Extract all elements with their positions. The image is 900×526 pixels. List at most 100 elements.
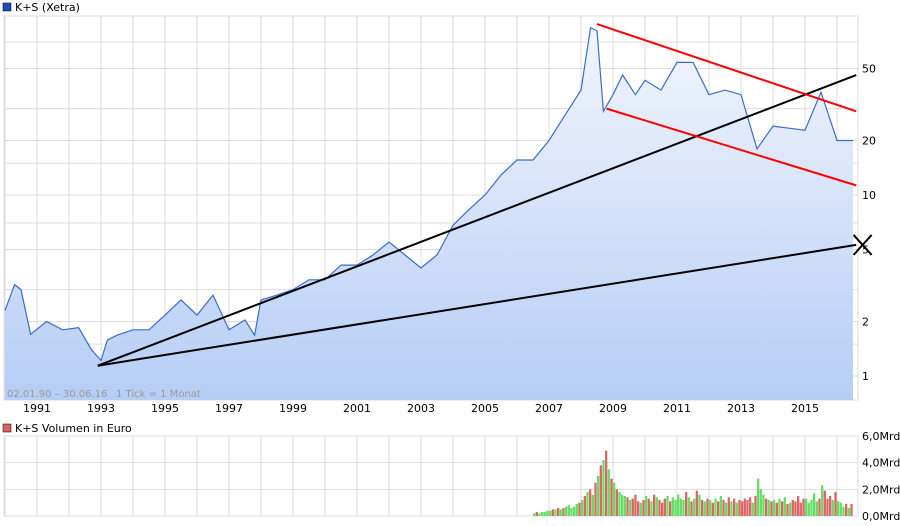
volume-bar xyxy=(655,497,658,516)
volume-bar xyxy=(543,512,546,516)
volume-bar xyxy=(573,506,576,516)
volume-bar xyxy=(669,501,672,516)
volume-bar xyxy=(818,498,821,516)
y-tick-label: 2 xyxy=(862,316,869,329)
volume-bar xyxy=(815,501,818,516)
volume-bar xyxy=(746,500,749,516)
x-tick-label: 1995 xyxy=(151,402,179,415)
volume-bar xyxy=(719,496,722,516)
volume-bar xyxy=(557,508,560,516)
x-tick-label: 2013 xyxy=(727,402,755,415)
trend-line xyxy=(97,243,857,367)
volume-bar xyxy=(642,500,645,516)
volume-bar xyxy=(754,496,757,516)
volume-bar xyxy=(551,509,554,516)
volume-bar xyxy=(535,512,538,516)
volume-bar xyxy=(805,498,808,516)
x-tick-label: 1999 xyxy=(279,402,307,415)
volume-bar xyxy=(682,500,685,516)
volume-bar xyxy=(725,502,728,516)
volume-bar xyxy=(727,497,730,516)
volume-bar xyxy=(554,509,557,516)
volume-bar xyxy=(802,498,805,516)
volume-bar xyxy=(586,492,589,516)
volume-bar xyxy=(741,501,744,516)
volume-bar xyxy=(618,492,621,516)
volume-bar xyxy=(623,496,626,516)
volume-bar xyxy=(663,498,666,516)
volume-bar xyxy=(743,498,746,516)
volume-y-tick-label: 0,0Mrd xyxy=(862,510,900,523)
volume-bar xyxy=(613,482,616,516)
price-legend-swatch xyxy=(2,2,12,12)
tick-note: 1 Tick = 1 Monat xyxy=(116,389,201,400)
volume-bar xyxy=(594,482,597,516)
volume-bar xyxy=(711,502,714,516)
volume-bar xyxy=(687,497,690,516)
volume-bar xyxy=(546,510,549,516)
volume-bar xyxy=(634,494,637,516)
volume-bar xyxy=(599,465,602,516)
volume-bar xyxy=(850,504,853,516)
volume-bar xyxy=(661,502,664,516)
trend-line xyxy=(596,23,857,113)
volume-bar xyxy=(807,502,810,516)
volume-chart-title: K+S Volumen in Euro xyxy=(15,422,132,435)
volume-bar xyxy=(837,501,840,516)
x-tick-label: 1991 xyxy=(23,402,51,415)
volume-bar xyxy=(781,501,784,516)
volume-bar xyxy=(698,494,701,516)
x-ticks: 1991 1993 1995 1997 1999 2001 2003 2005 2007 2009… xyxy=(23,402,819,415)
volume-bar xyxy=(703,501,706,516)
volume-bar xyxy=(773,500,776,516)
x-tick-label: 2001 xyxy=(343,402,371,415)
volume-bar xyxy=(717,501,720,516)
volume-y-tick-label: 6,0Mrd xyxy=(862,430,900,443)
volume-bar xyxy=(831,500,834,516)
volume-bar xyxy=(650,501,653,516)
x-tick-label: 2015 xyxy=(791,402,819,415)
volume-bar xyxy=(570,508,573,516)
y-tick-label: 20 xyxy=(862,135,876,148)
x-tick-label: 1997 xyxy=(215,402,243,415)
price-area xyxy=(5,27,853,400)
volume-bar xyxy=(647,498,650,516)
volume-bar xyxy=(735,502,738,516)
volume-bar xyxy=(826,498,829,516)
volume-y-ticks: 0,0Mrd 2,0Mrd 4,0Mrd 6,0Mrd xyxy=(862,430,900,523)
volume-bar xyxy=(759,489,762,516)
trend-line xyxy=(97,74,857,367)
volume-bar xyxy=(709,500,712,516)
volume-bar xyxy=(845,504,848,516)
volume-bar xyxy=(695,490,698,516)
volume-bar xyxy=(597,476,600,516)
volume-bar xyxy=(583,496,586,516)
volume-bar xyxy=(786,504,789,516)
volume-bar xyxy=(674,500,677,516)
volume-bar xyxy=(575,504,578,516)
volume-bar xyxy=(637,501,640,516)
volume-bar xyxy=(591,494,594,516)
trend-lines xyxy=(97,23,873,367)
volume-bar xyxy=(645,496,648,516)
volume-bar xyxy=(578,502,581,516)
volume-y-tick-label: 4,0Mrd xyxy=(862,457,900,470)
volume-bar xyxy=(581,500,584,516)
volume-bar xyxy=(559,509,562,516)
volume-bar xyxy=(685,492,688,516)
volume-bar xyxy=(823,490,826,516)
y-tick-label: 5 xyxy=(862,243,869,256)
volume-bar xyxy=(706,498,709,516)
volume-bar xyxy=(538,513,541,516)
volume-bar xyxy=(629,500,632,516)
volume-bar xyxy=(589,489,592,516)
volume-bar xyxy=(842,506,845,516)
volume-bar xyxy=(549,510,552,516)
volume-bar xyxy=(631,498,634,516)
volume-bar xyxy=(533,513,536,516)
volume-bar xyxy=(693,498,696,516)
volume-bar xyxy=(677,494,680,516)
x-tick-label: 2007 xyxy=(535,402,563,415)
